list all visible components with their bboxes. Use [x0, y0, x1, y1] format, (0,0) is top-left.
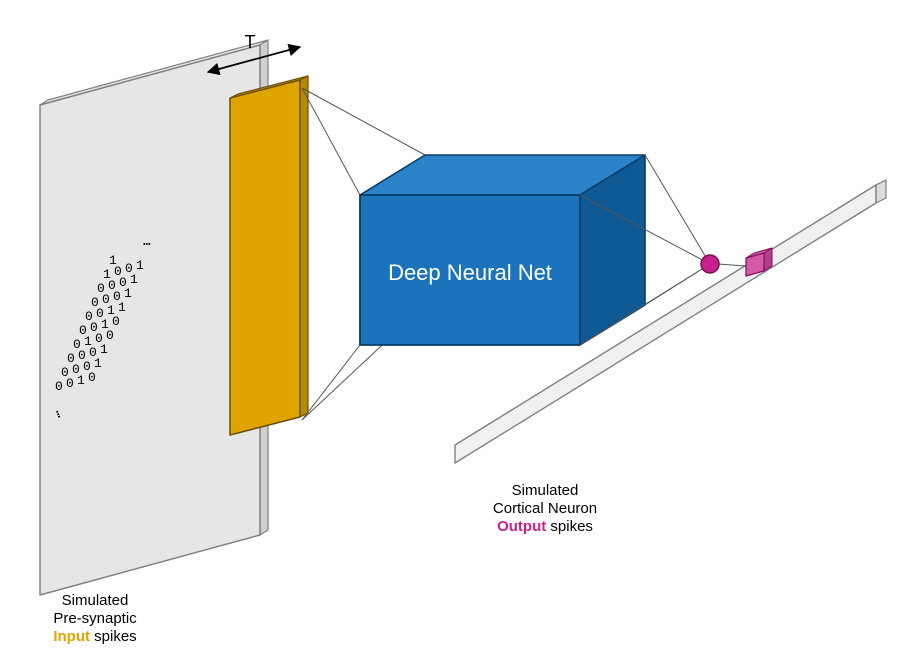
t-label: T [245, 32, 256, 52]
binary-digit: 0 [67, 351, 78, 366]
connector-in-2 [302, 345, 360, 420]
binary-digit: 1 [103, 267, 114, 282]
binary-digit: 0 [91, 295, 102, 310]
binary-digit: 1 [136, 258, 147, 273]
connector-out-0 [645, 155, 710, 264]
input-label-line-2: Input spikes [53, 628, 136, 645]
binary-digit: 0 [97, 281, 108, 296]
dnn-label: Deep Neural Net [388, 260, 552, 285]
binary-digit: 0 [125, 261, 136, 276]
window-front [230, 80, 300, 435]
input-label-line-0: Simulated [62, 592, 129, 609]
output-label-line-2: Output spikes [497, 518, 593, 535]
output-node [701, 255, 719, 273]
binary-digit: 0 [85, 309, 96, 324]
node-to-cube [718, 264, 746, 266]
binary-digit: 0 [55, 379, 66, 394]
binary-digit: 0 [73, 337, 84, 352]
binary-ellipsis: ⋯ [143, 237, 151, 252]
output-label-line-0: Simulated [512, 482, 579, 499]
binary-digit: 0 [61, 365, 72, 380]
input-panel-front [40, 45, 260, 595]
binary-digit: 1 [109, 253, 120, 268]
output-bar-side [876, 180, 886, 203]
window-side [300, 76, 308, 417]
output-label-line-1: Cortical Neuron [493, 500, 597, 517]
input-label-line-1: Pre-synaptic [53, 610, 137, 627]
binary-digit: 0 [79, 323, 90, 338]
